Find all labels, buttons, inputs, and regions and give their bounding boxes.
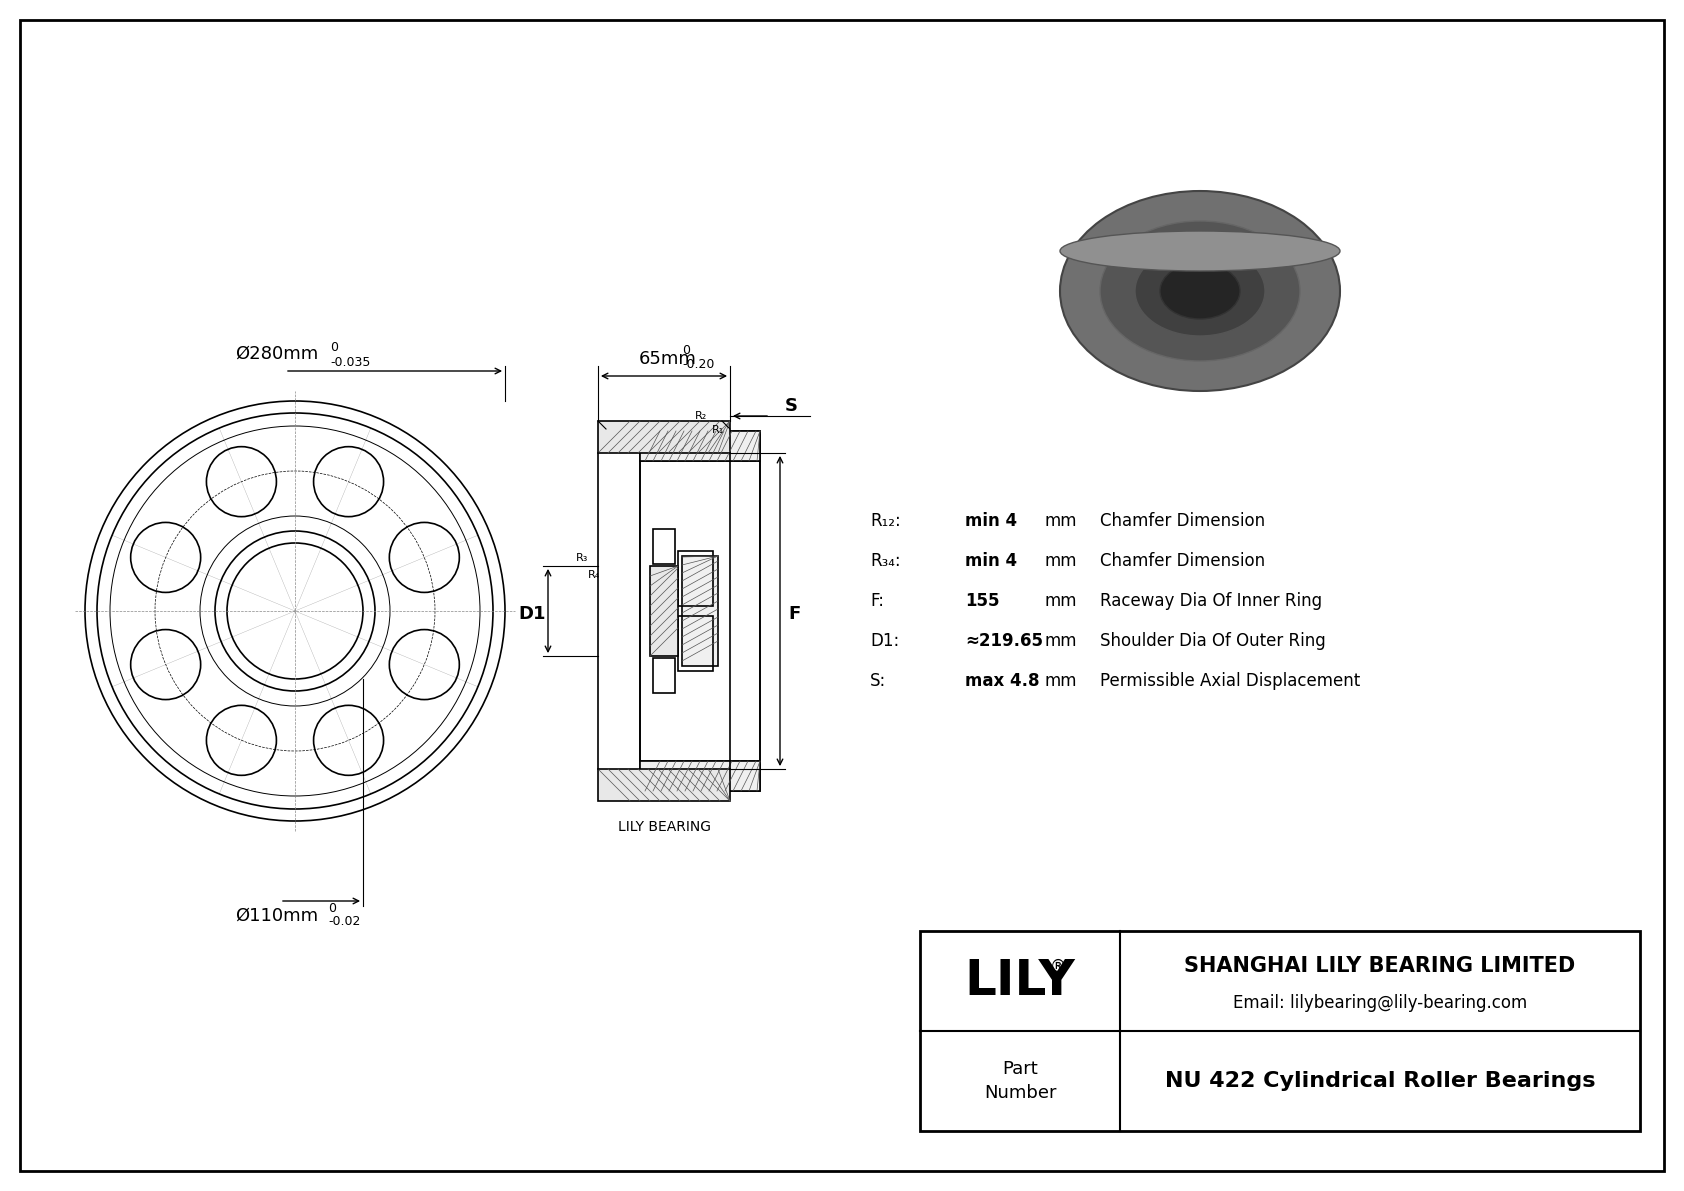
Bar xyxy=(640,461,759,761)
Bar xyxy=(677,616,712,671)
Bar xyxy=(640,431,759,791)
Text: R₁₂:: R₁₂: xyxy=(871,512,901,530)
Ellipse shape xyxy=(1059,231,1340,272)
Text: -0.20: -0.20 xyxy=(682,358,714,372)
Text: F:: F: xyxy=(871,592,884,610)
Text: D1: D1 xyxy=(519,605,546,623)
Text: NU 422 Cylindrical Roller Bearings: NU 422 Cylindrical Roller Bearings xyxy=(1165,1071,1595,1091)
Ellipse shape xyxy=(1135,247,1265,336)
Text: R₁: R₁ xyxy=(712,425,724,435)
Bar xyxy=(598,769,729,802)
Text: 155: 155 xyxy=(965,592,1000,610)
Text: Part
Number: Part Number xyxy=(983,1060,1056,1103)
Text: min 4: min 4 xyxy=(965,512,1017,530)
Text: ®: ® xyxy=(1049,958,1066,975)
Ellipse shape xyxy=(1059,191,1340,391)
Bar xyxy=(653,657,675,693)
Text: Ø280mm: Ø280mm xyxy=(236,345,318,363)
Text: LILY: LILY xyxy=(965,958,1076,1005)
Text: mm: mm xyxy=(1046,592,1078,610)
Text: F: F xyxy=(788,605,800,623)
Text: D1:: D1: xyxy=(871,632,899,650)
Text: Chamfer Dimension: Chamfer Dimension xyxy=(1100,551,1265,570)
Bar xyxy=(650,566,679,656)
Text: R₃: R₃ xyxy=(576,553,588,563)
Text: 65mm: 65mm xyxy=(638,350,697,368)
Text: max 4.8: max 4.8 xyxy=(965,672,1039,690)
Text: min 4: min 4 xyxy=(965,551,1017,570)
Text: S:: S: xyxy=(871,672,886,690)
Text: R₃₄:: R₃₄: xyxy=(871,551,901,570)
Text: mm: mm xyxy=(1046,551,1078,570)
Bar xyxy=(919,931,1640,1131)
Text: mm: mm xyxy=(1046,672,1078,690)
Text: Ø110mm: Ø110mm xyxy=(236,908,318,925)
Text: R₂: R₂ xyxy=(695,411,707,420)
Text: mm: mm xyxy=(1046,632,1078,650)
Text: 0: 0 xyxy=(328,902,337,915)
Text: 0: 0 xyxy=(682,344,690,357)
Text: LILY BEARING: LILY BEARING xyxy=(618,819,711,834)
Text: Permissible Axial Displacement: Permissible Axial Displacement xyxy=(1100,672,1361,690)
Text: 0: 0 xyxy=(330,341,338,354)
Bar xyxy=(598,420,729,453)
Bar xyxy=(682,556,717,666)
Text: -0.02: -0.02 xyxy=(328,915,360,928)
Text: S: S xyxy=(785,397,798,414)
Bar xyxy=(640,431,759,461)
Ellipse shape xyxy=(1150,256,1250,326)
Bar xyxy=(640,761,759,791)
Ellipse shape xyxy=(1100,222,1300,361)
Text: -0.035: -0.035 xyxy=(330,356,370,369)
Text: Chamfer Dimension: Chamfer Dimension xyxy=(1100,512,1265,530)
Text: Shoulder Dia Of Outer Ring: Shoulder Dia Of Outer Ring xyxy=(1100,632,1325,650)
Text: Raceway Dia Of Inner Ring: Raceway Dia Of Inner Ring xyxy=(1100,592,1322,610)
Text: mm: mm xyxy=(1046,512,1078,530)
Text: Email: lilybearing@lily-bearing.com: Email: lilybearing@lily-bearing.com xyxy=(1233,994,1527,1012)
Text: R₄: R₄ xyxy=(588,570,600,580)
Bar xyxy=(653,529,675,565)
Ellipse shape xyxy=(1160,263,1239,319)
Text: SHANGHAI LILY BEARING LIMITED: SHANGHAI LILY BEARING LIMITED xyxy=(1184,956,1576,975)
Text: ≈219.65: ≈219.65 xyxy=(965,632,1042,650)
Bar xyxy=(677,551,712,606)
